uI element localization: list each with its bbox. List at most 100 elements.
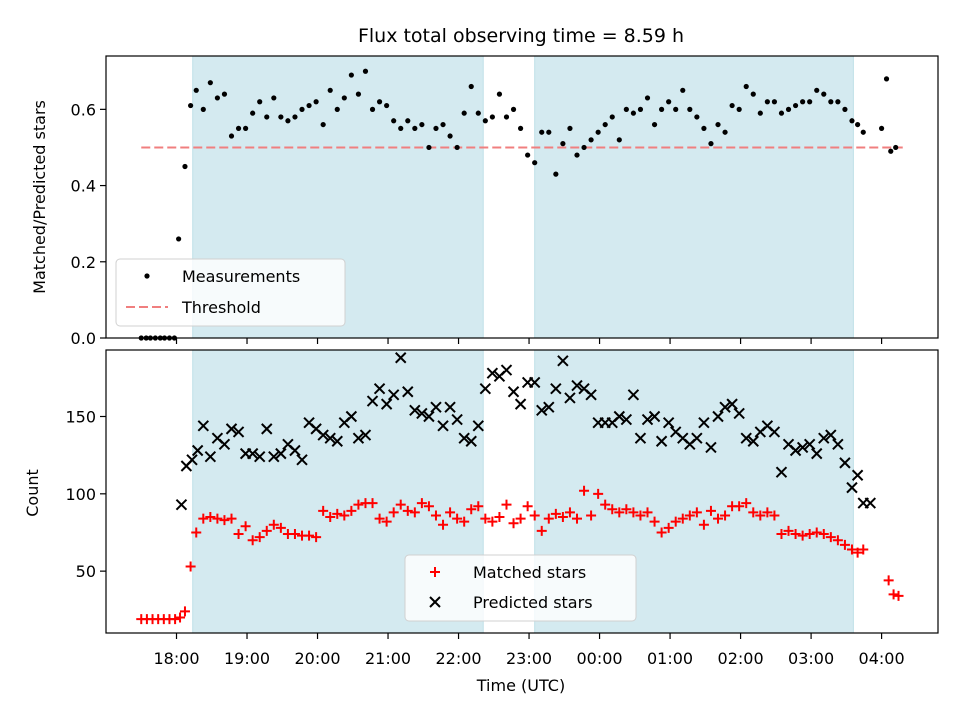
measurement-point bbox=[701, 125, 707, 132]
predicted-stars-point bbox=[204, 450, 217, 463]
predicted-stars-point bbox=[839, 457, 851, 469]
predicted-stars-point bbox=[832, 438, 844, 451]
matched-stars-point bbox=[818, 529, 829, 540]
measurement-point bbox=[764, 99, 770, 105]
matched-stars-point bbox=[825, 532, 836, 543]
matched-stars-point bbox=[473, 501, 484, 512]
measurement-point bbox=[694, 114, 700, 120]
measurement-point bbox=[299, 106, 305, 112]
matched-stars-point bbox=[445, 507, 456, 518]
measurement-point bbox=[496, 91, 503, 97]
matched-stars-point bbox=[240, 521, 251, 532]
measurement-point bbox=[673, 106, 679, 112]
matched-stars-point bbox=[614, 507, 625, 518]
predicted-stars-point bbox=[317, 429, 329, 441]
predicted-stars-point bbox=[851, 469, 864, 481]
matched-stars-point bbox=[550, 508, 561, 519]
y-tick-label: 0.0 bbox=[71, 329, 96, 348]
x-tick-label: 00:00 bbox=[577, 649, 623, 668]
matched-stars-point bbox=[175, 612, 186, 623]
matched-stars-point bbox=[600, 499, 611, 510]
matched-stars-point bbox=[607, 504, 618, 515]
matched-stars-point bbox=[346, 505, 357, 516]
measurement-point bbox=[595, 129, 601, 135]
predicted-stars-point bbox=[550, 382, 562, 395]
predicted-stars-point bbox=[451, 413, 463, 426]
measurement-point bbox=[475, 110, 481, 116]
predicted-stars-point bbox=[557, 355, 569, 367]
measurement-point bbox=[680, 87, 686, 93]
matched-stars-point bbox=[670, 516, 681, 527]
measurement-point bbox=[264, 114, 270, 120]
matched-stars-point bbox=[409, 507, 420, 518]
predicted-stars-point bbox=[268, 450, 280, 463]
predicted-stars-point bbox=[818, 432, 830, 444]
matched-stars-point bbox=[191, 527, 202, 538]
predicted-stars-point bbox=[380, 398, 393, 410]
predicted-stars-point bbox=[648, 410, 661, 423]
measurement-point bbox=[369, 106, 376, 112]
matched-stars-point bbox=[212, 513, 223, 524]
matched-stars-point bbox=[205, 512, 216, 523]
measurement-point bbox=[510, 106, 517, 112]
predicted-stars-point bbox=[585, 389, 597, 401]
y-tick-label: 150 bbox=[65, 407, 96, 426]
predicted-stars-point bbox=[536, 404, 548, 417]
predicted-stars-point bbox=[627, 389, 640, 401]
matched-stars-point bbox=[628, 507, 639, 518]
predicted-stars-point bbox=[507, 386, 520, 398]
predicted-stars-point bbox=[472, 420, 484, 432]
matched-stars-point bbox=[487, 516, 498, 527]
measurement-point bbox=[722, 129, 728, 135]
matched-stars-point bbox=[438, 519, 449, 530]
measurement-point bbox=[588, 137, 594, 143]
predicted-stars-point bbox=[864, 497, 877, 509]
measurement-point bbox=[743, 83, 749, 90]
predicted-stars-point bbox=[789, 444, 802, 457]
matched-stars-point bbox=[311, 532, 322, 543]
matched-stars-point bbox=[254, 532, 265, 543]
measurement-point bbox=[426, 144, 432, 151]
predicted-stars-point bbox=[402, 386, 414, 398]
matched-stars-point bbox=[423, 501, 434, 512]
matched-stars-point bbox=[388, 507, 399, 518]
x-tick-label: 19:00 bbox=[224, 649, 270, 668]
predicted-stars-point bbox=[444, 401, 456, 413]
predicted-stars-point bbox=[634, 432, 647, 444]
matched-stars-point bbox=[811, 527, 822, 538]
measurement-point bbox=[855, 121, 861, 128]
measurement-point bbox=[893, 144, 899, 151]
predicted-stars-point bbox=[698, 416, 710, 429]
predicted-stars-point bbox=[395, 352, 407, 364]
measurement-point bbox=[651, 121, 658, 128]
x-tick-label: 21:00 bbox=[365, 649, 411, 668]
measurement-point bbox=[214, 95, 221, 101]
measurement-point bbox=[405, 118, 411, 124]
predicted-stars-point bbox=[175, 498, 188, 511]
measurement-point bbox=[814, 87, 820, 93]
matched-stars-point bbox=[494, 512, 505, 523]
chart-title: Flux total observing time = 8.59 h bbox=[358, 25, 684, 47]
predicted-stars-point bbox=[514, 398, 527, 410]
measurement-point bbox=[828, 99, 834, 105]
measurement-point bbox=[320, 121, 326, 128]
predicted-stars-point bbox=[437, 420, 449, 432]
predicted-stars-point bbox=[246, 447, 259, 460]
legend-label: Matched stars bbox=[473, 563, 586, 582]
matched-stars-point bbox=[883, 575, 894, 586]
predicted-stars-point bbox=[225, 423, 238, 435]
measurement-point bbox=[454, 144, 460, 151]
predicted-stars-point bbox=[275, 447, 287, 460]
matched-stars-point bbox=[501, 499, 512, 510]
predicted-stars-point bbox=[719, 401, 731, 413]
matched-stars-point bbox=[452, 513, 463, 524]
measurement-point bbox=[687, 106, 693, 112]
matched-stars-point bbox=[691, 507, 702, 518]
predicted-stars-point bbox=[254, 450, 266, 463]
measurement-point bbox=[609, 114, 615, 120]
matched-stars-point bbox=[888, 589, 899, 600]
matched-stars-point bbox=[480, 513, 491, 524]
measurement-point bbox=[532, 160, 538, 166]
measurement-point bbox=[560, 141, 566, 147]
matched-stars-point bbox=[586, 510, 597, 521]
